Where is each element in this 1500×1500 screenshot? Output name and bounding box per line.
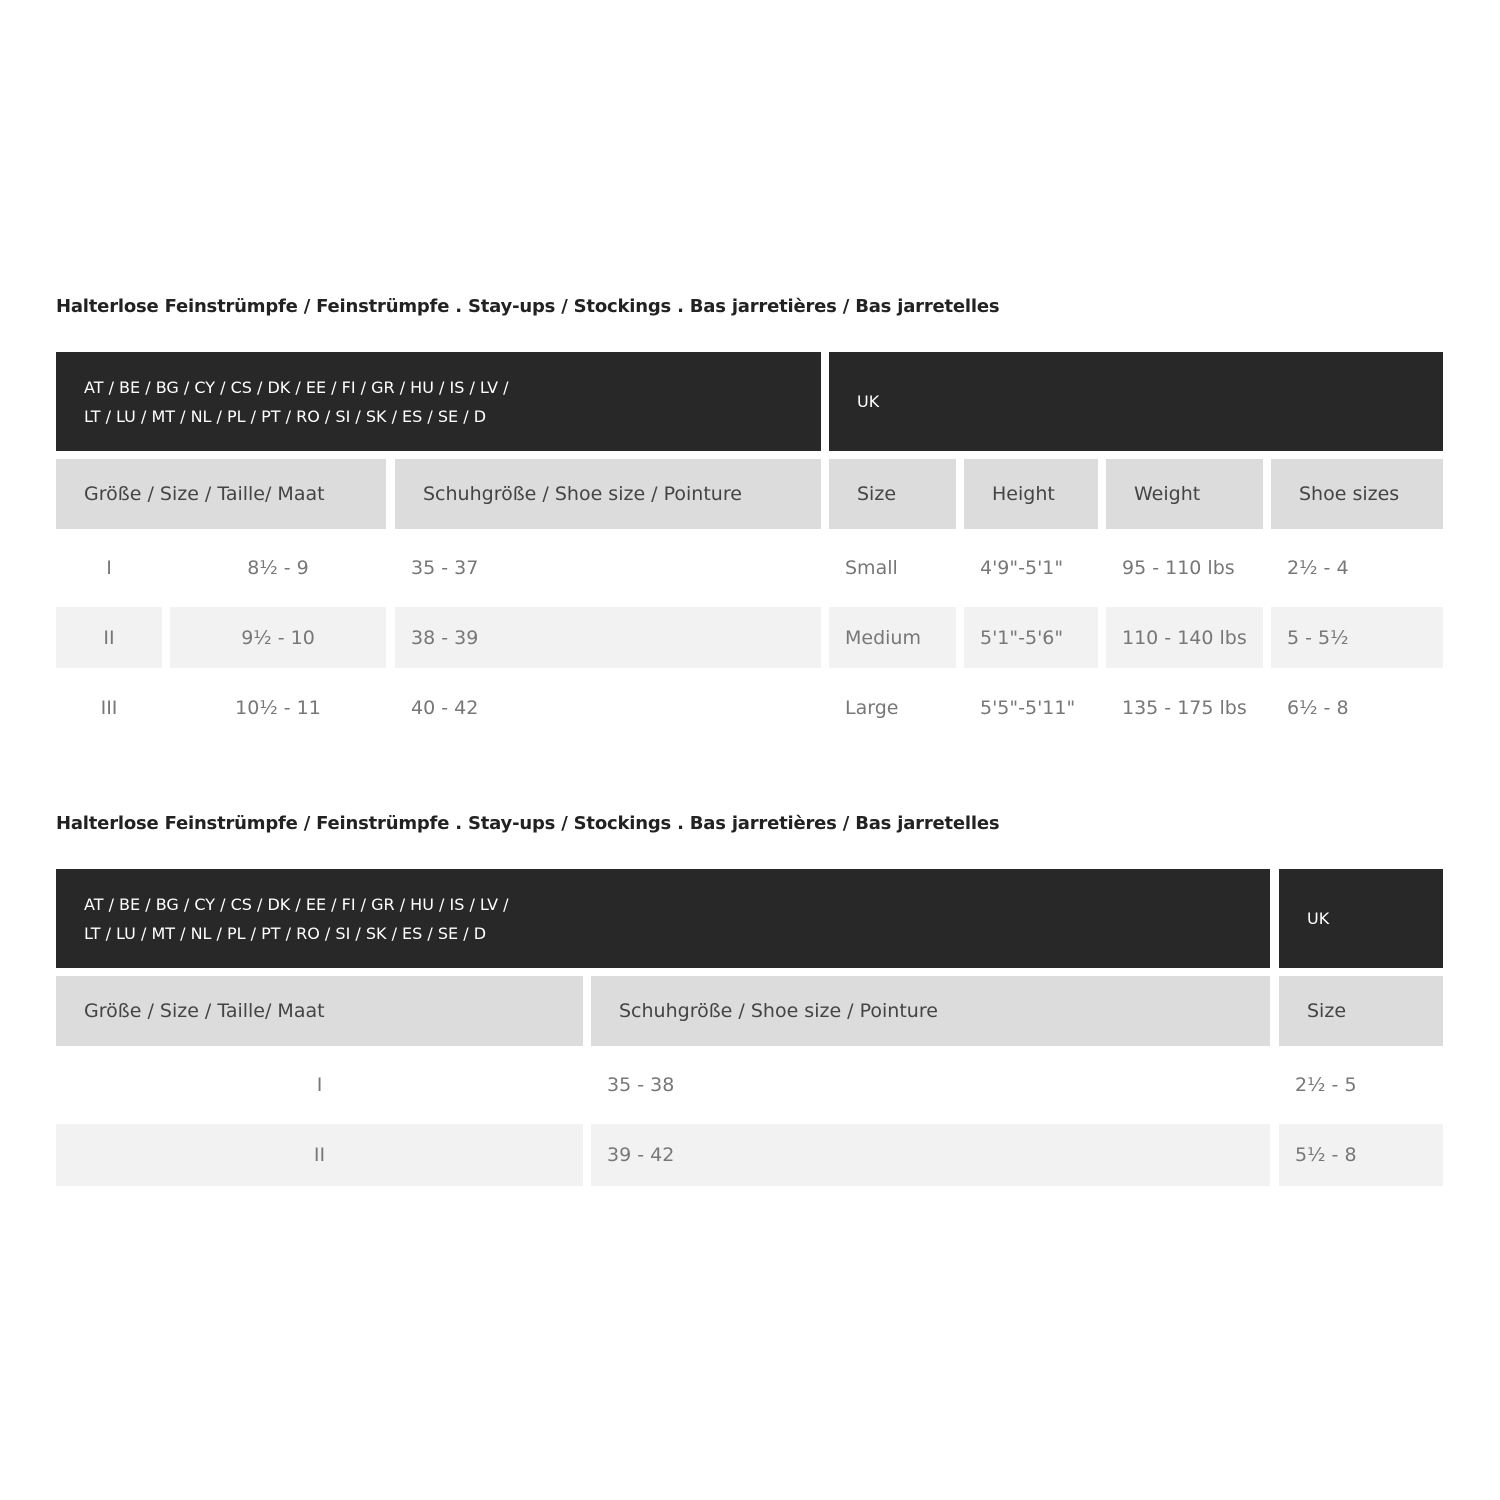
table-cell: III [100, 697, 118, 719]
table-cell: 2½ - 5 [1295, 1074, 1357, 1096]
table-cell: 35 - 37 [411, 557, 479, 579]
uk-label: UK [1307, 909, 1330, 928]
table-cell: Large [845, 697, 899, 719]
regions-line-2: LT / LU / MT / NL / PL / PT / RO / SI / … [84, 923, 487, 943]
table-cell: 4'9"-5'1" [980, 557, 1064, 579]
table-cell: II [56, 607, 162, 668]
table-cell: 95 - 110 lbs [1122, 557, 1235, 579]
table-cell: 2½ - 4 [1287, 557, 1349, 579]
table-cell: 10½ - 11 [235, 697, 321, 719]
table-cell: I [316, 1074, 323, 1096]
table2-eu-header: AT / BE / BG / CY / CS / DK / EE / FI / … [56, 869, 1270, 968]
table-cell: 5½ - 8 [1279, 1124, 1443, 1186]
table-cell: II [56, 1124, 583, 1186]
table2-title: Halterlose Feinstrümpfe / Feinstrümpfe .… [56, 813, 1000, 834]
table-cell: 135 - 175 lbs [1122, 697, 1247, 719]
table-cell: Small [845, 557, 898, 579]
table-cell: 9½ - 10 [170, 607, 386, 668]
header-height: Height [964, 459, 1098, 529]
table-cell: 5 - 5½ [1271, 607, 1443, 668]
table-cell: I [106, 557, 112, 579]
table-cell: 40 - 42 [411, 697, 479, 719]
header-weight: Weight [1106, 459, 1263, 529]
header-size: Größe / Size / Taille/ Maat [56, 459, 386, 529]
regions-line-1: AT / BE / BG / CY / CS / DK / EE / FI / … [84, 894, 509, 914]
table-cell: 8½ - 9 [247, 557, 309, 579]
table-cell: 35 - 38 [607, 1074, 675, 1096]
header-uk-size: Size [829, 459, 956, 529]
table1-eu-header: AT / BE / BG / CY / CS / DK / EE / FI / … [56, 352, 821, 451]
uk-label: UK [857, 392, 880, 411]
header-shoe-sizes: Shoe sizes [1271, 459, 1443, 529]
header-shoe-size: Schuhgröße / Shoe size / Pointure [591, 976, 1270, 1046]
table-cell: 39 - 42 [591, 1124, 1270, 1186]
table-cell: 38 - 39 [395, 607, 821, 668]
header-shoe-size: Schuhgröße / Shoe size / Pointure [395, 459, 821, 529]
table-cell: 5'5"-5'11" [980, 697, 1076, 719]
table-cell: 6½ - 8 [1287, 697, 1349, 719]
table-cell: 5'1"-5'6" [964, 607, 1098, 668]
table1-title: Halterlose Feinstrümpfe / Feinstrümpfe .… [56, 296, 1000, 317]
header-uk-size: Size [1279, 976, 1443, 1046]
header-size: Größe / Size / Taille/ Maat [56, 976, 583, 1046]
table-cell: Medium [829, 607, 956, 668]
table1-uk-header: UK [829, 352, 1443, 451]
regions-line-1: AT / BE / BG / CY / CS / DK / EE / FI / … [84, 377, 509, 397]
table-cell: 110 - 140 lbs [1106, 607, 1263, 668]
regions-line-2: LT / LU / MT / NL / PL / PT / RO / SI / … [84, 406, 487, 426]
table2-uk-header: UK [1279, 869, 1443, 968]
